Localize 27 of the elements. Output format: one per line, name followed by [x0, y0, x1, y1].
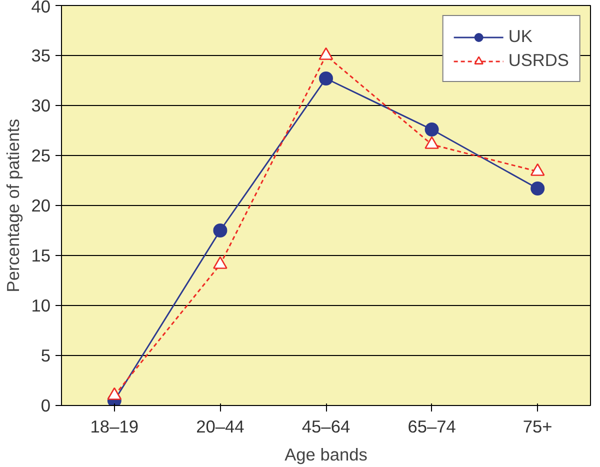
- point: [530, 182, 545, 196]
- y-tick-label: 35: [31, 46, 51, 66]
- point: [107, 387, 122, 400]
- point: [213, 224, 228, 238]
- x-tick-label: 20–44: [196, 416, 245, 436]
- y-tick-label: 10: [31, 296, 51, 316]
- x-tick-label: 45–64: [302, 416, 350, 436]
- x-tick-label: 75+: [522, 416, 552, 436]
- y-tick-label: 5: [40, 346, 51, 366]
- point: [424, 122, 439, 136]
- y-tick-label: 30: [31, 96, 51, 116]
- legend-label: UK: [508, 26, 532, 47]
- y-tick-label: 15: [31, 246, 51, 266]
- legend-label: USRDS: [508, 50, 569, 71]
- point: [530, 163, 545, 176]
- y-tick-label: 25: [31, 146, 51, 166]
- point: [319, 72, 333, 86]
- y-axis-title: Percentage of patients: [3, 118, 24, 292]
- point: [213, 256, 228, 269]
- point: [318, 47, 334, 60]
- y-tick-label: 40: [31, 0, 51, 16]
- point: [424, 136, 439, 149]
- x-axis-title: Age bands: [284, 444, 368, 464]
- y-tick-label: 0: [40, 396, 51, 416]
- x-tick-label: 65–74: [408, 416, 456, 436]
- y-tick-label: 20: [31, 196, 51, 216]
- x-tick-label: 18–19: [90, 416, 138, 436]
